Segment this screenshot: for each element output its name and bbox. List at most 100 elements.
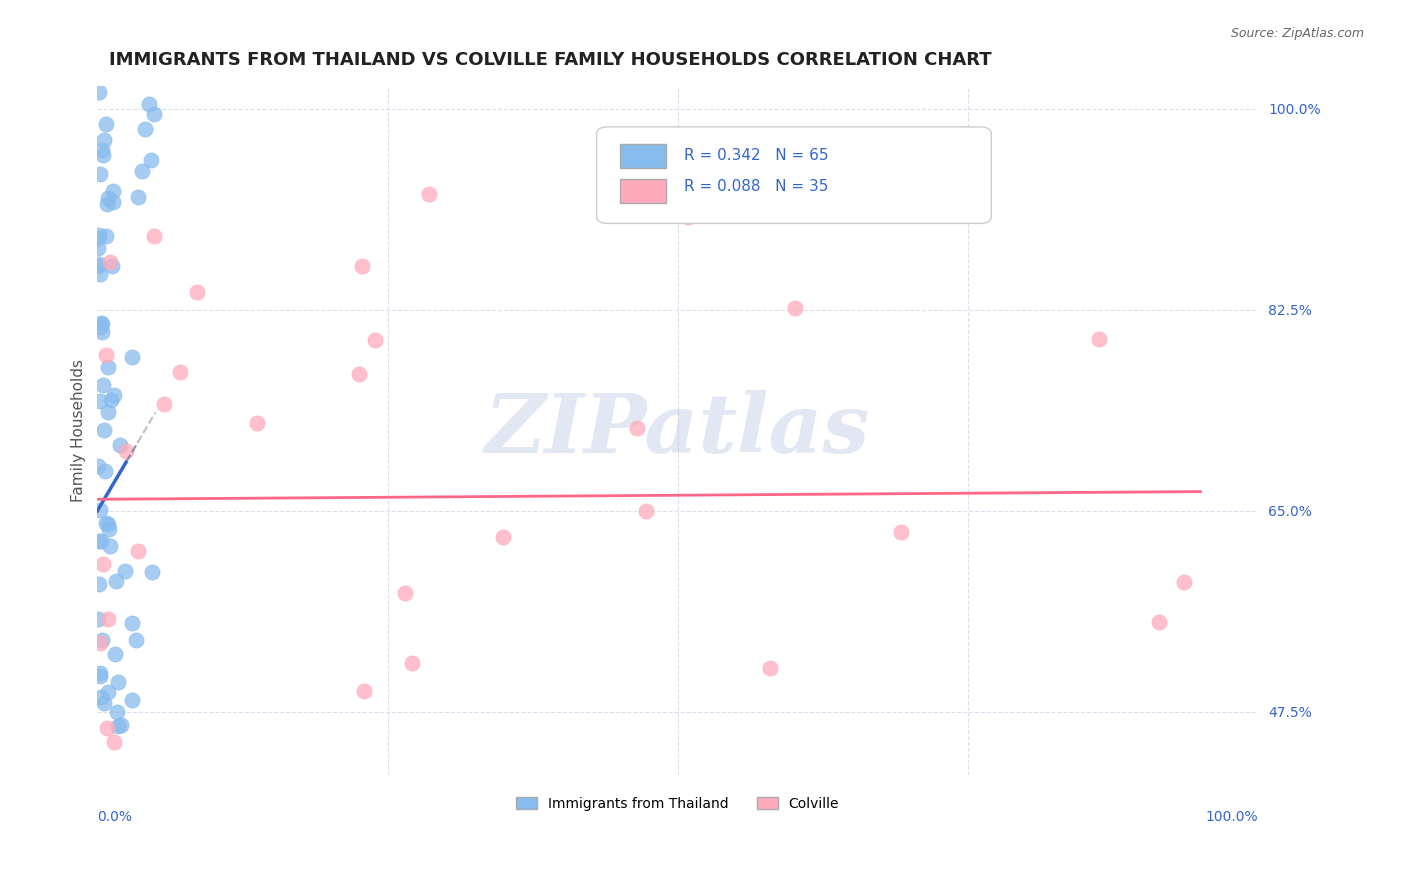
Colville xyxy=(1147,615,1170,630)
Immigrants from Thailand xyxy=(91,148,114,162)
Colville xyxy=(350,259,373,273)
Immigrants from Thailand xyxy=(87,459,110,474)
Colville xyxy=(394,586,416,600)
Colville xyxy=(758,661,780,675)
Immigrants from Thailand xyxy=(97,405,120,419)
Immigrants from Thailand xyxy=(110,718,132,732)
Immigrants from Thailand xyxy=(121,351,143,365)
Immigrants from Thailand xyxy=(97,191,120,205)
Immigrants from Thailand xyxy=(101,194,124,209)
Colville xyxy=(114,444,136,458)
Immigrants from Thailand xyxy=(94,117,117,131)
Immigrants from Thailand xyxy=(86,259,108,273)
Colville xyxy=(103,735,125,749)
Immigrants from Thailand xyxy=(90,316,112,330)
Immigrants from Thailand xyxy=(121,693,143,707)
Immigrants from Thailand xyxy=(93,133,115,147)
Colville xyxy=(353,683,375,698)
Immigrants from Thailand xyxy=(90,633,112,648)
Colville xyxy=(678,210,700,224)
Immigrants from Thailand xyxy=(89,394,111,409)
Text: 0.0%: 0.0% xyxy=(97,810,132,823)
Colville xyxy=(127,544,149,558)
Colville xyxy=(89,636,111,650)
Colville xyxy=(143,229,166,244)
Immigrants from Thailand xyxy=(87,534,110,549)
Immigrants from Thailand xyxy=(134,122,156,136)
Immigrants from Thailand xyxy=(89,503,111,517)
Immigrants from Thailand xyxy=(141,566,163,580)
Colville xyxy=(626,420,648,434)
Immigrants from Thailand xyxy=(89,228,111,243)
Immigrants from Thailand xyxy=(101,184,124,198)
Legend: Immigrants from Thailand, Colville: Immigrants from Thailand, Colville xyxy=(510,791,845,816)
Colville xyxy=(634,504,657,518)
Immigrants from Thailand xyxy=(114,564,136,578)
Immigrants from Thailand xyxy=(87,612,110,626)
Immigrants from Thailand xyxy=(125,633,148,648)
Immigrants from Thailand xyxy=(93,423,115,437)
Immigrants from Thailand xyxy=(142,107,165,121)
Colville xyxy=(97,612,120,626)
Immigrants from Thailand xyxy=(89,669,111,683)
Immigrants from Thailand xyxy=(131,163,153,178)
Immigrants from Thailand xyxy=(97,360,120,375)
Colville xyxy=(783,301,806,316)
Colville xyxy=(153,397,176,411)
Immigrants from Thailand xyxy=(89,665,111,680)
Immigrants from Thailand xyxy=(87,241,110,255)
Colville xyxy=(401,657,423,671)
Immigrants from Thailand xyxy=(97,522,120,536)
Immigrants from Thailand xyxy=(90,533,112,548)
Immigrants from Thailand xyxy=(138,97,160,112)
Colville xyxy=(418,187,440,202)
Immigrants from Thailand xyxy=(97,517,120,532)
Immigrants from Thailand xyxy=(89,320,111,334)
Immigrants from Thailand xyxy=(89,85,111,99)
Immigrants from Thailand xyxy=(90,690,112,705)
Text: IMMIGRANTS FROM THAILAND VS COLVILLE FAMILY HOUSEHOLDS CORRELATION CHART: IMMIGRANTS FROM THAILAND VS COLVILLE FAM… xyxy=(108,51,991,69)
Immigrants from Thailand xyxy=(104,648,127,662)
Colville xyxy=(96,721,118,735)
Immigrants from Thailand xyxy=(97,684,120,698)
Text: Source: ZipAtlas.com: Source: ZipAtlas.com xyxy=(1230,27,1364,40)
Immigrants from Thailand xyxy=(91,143,114,157)
Immigrants from Thailand xyxy=(103,388,125,402)
Immigrants from Thailand xyxy=(105,574,128,588)
Colville xyxy=(828,200,851,214)
Text: 100.0%: 100.0% xyxy=(1206,810,1258,823)
Colville xyxy=(364,333,387,347)
Colville xyxy=(169,365,191,379)
Immigrants from Thailand xyxy=(100,260,122,274)
Immigrants from Thailand xyxy=(94,463,117,477)
Immigrants from Thailand xyxy=(105,705,128,719)
Colville xyxy=(98,255,121,269)
Colville xyxy=(785,201,807,215)
Colville xyxy=(246,416,269,430)
Immigrants from Thailand xyxy=(94,516,117,530)
FancyBboxPatch shape xyxy=(596,127,991,223)
Colville xyxy=(492,530,515,544)
Immigrants from Thailand xyxy=(139,153,162,167)
Colville xyxy=(1173,574,1195,589)
FancyBboxPatch shape xyxy=(620,178,666,202)
Immigrants from Thailand xyxy=(87,577,110,591)
Immigrants from Thailand xyxy=(96,197,118,211)
Immigrants from Thailand xyxy=(91,377,114,392)
Immigrants from Thailand xyxy=(90,317,112,331)
Colville xyxy=(186,285,208,300)
Immigrants from Thailand xyxy=(87,257,110,271)
Colville xyxy=(927,195,949,210)
Colville xyxy=(1088,332,1111,346)
Colville xyxy=(91,557,114,571)
Colville xyxy=(96,348,118,362)
Immigrants from Thailand xyxy=(90,326,112,340)
Immigrants from Thailand xyxy=(107,674,129,689)
Text: R = 0.088   N = 35: R = 0.088 N = 35 xyxy=(683,179,828,194)
Immigrants from Thailand xyxy=(121,615,143,630)
Immigrants from Thailand xyxy=(100,392,122,407)
Text: R = 0.342   N = 65: R = 0.342 N = 65 xyxy=(683,148,828,163)
Immigrants from Thailand xyxy=(107,719,129,733)
Immigrants from Thailand xyxy=(87,230,110,244)
Immigrants from Thailand xyxy=(89,267,111,281)
